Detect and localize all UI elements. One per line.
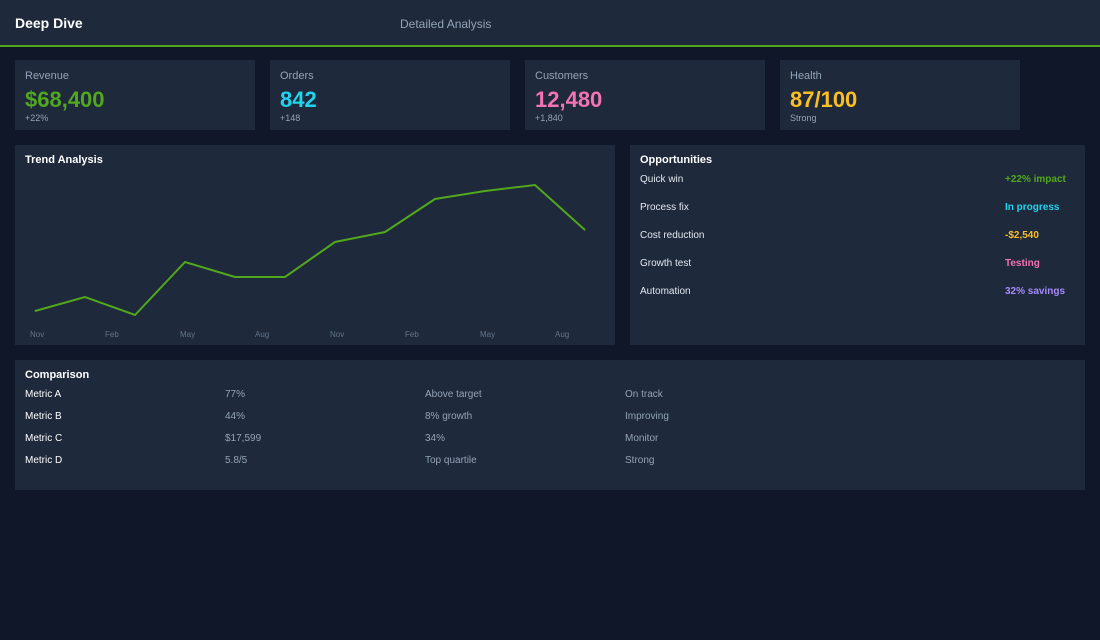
metric-name: Metric C (25, 433, 63, 444)
metric-name: Metric D (25, 455, 63, 466)
opportunity-value: Testing (1005, 258, 1040, 269)
kpi-sub: +1,840 (535, 113, 563, 123)
x-tick-label: May (480, 330, 495, 339)
metric-note: Above target (425, 389, 482, 400)
metric-status: On track (625, 389, 663, 400)
opportunity-name: Cost reduction (640, 230, 705, 241)
comparison-row: Metric A 77% Above target On track (25, 389, 1025, 403)
kpi-sub: +148 (280, 113, 301, 123)
metric-note: 8% growth (425, 411, 473, 422)
kpi-value: 87/100 (790, 87, 858, 112)
metric-name: Metric B (25, 411, 62, 422)
opportunity-item: Quick win +22% impact (640, 174, 1075, 188)
opportunity-value: -$2,540 (1005, 230, 1039, 241)
trend-chart: Nov Feb May Aug Nov Feb May Aug (30, 183, 586, 339)
x-tick-label: May (180, 330, 195, 339)
trend-point (534, 184, 536, 186)
x-tick-label: Nov (30, 330, 44, 339)
header: Deep Dive Detailed Analysis (0, 0, 1100, 47)
metric-note: Top quartile (425, 455, 477, 466)
opportunity-item: Growth test Testing (640, 258, 1075, 272)
kpi-card-revenue: Revenue $68,400 +22% (15, 60, 255, 130)
metric-status: Monitor (625, 433, 659, 444)
trend-point (284, 276, 286, 278)
metric-name: Metric A (25, 389, 62, 400)
kpi-value: 12,480 (535, 87, 603, 112)
opportunity-name: Automation (640, 286, 691, 297)
metric-value: 44% (225, 411, 246, 422)
kpi-card-health: Health 87/100 Strong (780, 60, 1020, 130)
trend-point (484, 190, 486, 192)
trend-point (134, 314, 136, 316)
trend-line (34, 183, 586, 317)
opportunity-item: Cost reduction -$2,540 (640, 230, 1075, 244)
x-tick-label: Feb (405, 330, 419, 339)
trend-point (334, 241, 336, 243)
metric-value: 77% (225, 389, 246, 400)
comparison-row: Metric B 44% 8% growth Improving (25, 411, 1025, 425)
opportunity-item: Automation 32% savings (640, 286, 1075, 300)
kpi-label: Customers (535, 70, 589, 82)
opportunities-title: Opportunities (640, 154, 713, 166)
trend-point (184, 261, 186, 263)
trend-point (384, 231, 386, 233)
kpi-value: 842 (280, 87, 317, 112)
x-tick-label: Nov (330, 330, 344, 339)
app-title: Deep Dive (15, 15, 83, 31)
trend-point (434, 198, 436, 200)
kpi-sub: Strong (790, 113, 817, 123)
metric-status: Strong (625, 455, 655, 466)
x-tick-label: Aug (255, 330, 269, 339)
metric-value: 5.8/5 (225, 455, 248, 466)
kpi-label: Revenue (25, 70, 70, 82)
page-subtitle: Detailed Analysis (400, 17, 492, 31)
kpi-card-orders: Orders 842 +148 (270, 60, 510, 130)
metric-status: Improving (625, 411, 669, 422)
comparison-title: Comparison (25, 369, 90, 381)
trend-point (84, 296, 86, 298)
x-tick-label: Aug (555, 330, 569, 339)
kpi-label: Orders (280, 70, 314, 82)
trend-point (34, 310, 36, 312)
opportunity-value: In progress (1005, 202, 1060, 213)
trend-panel: Trend Analysis Nov Feb May Aug Nov Feb May Aug (15, 145, 615, 345)
comparison-panel: Comparison Metric A 77% Above target On … (15, 360, 1085, 490)
opportunity-name: Quick win (640, 174, 684, 185)
kpi-value: $68,400 (25, 87, 105, 112)
kpi-label: Health (790, 70, 822, 82)
trend-point (584, 229, 586, 231)
kpi-sub: +22% (25, 113, 49, 123)
opportunity-value: 32% savings (1005, 286, 1066, 297)
kpi-card-customers: Customers 12,480 +1,840 (525, 60, 765, 130)
metric-note: 34% (425, 433, 446, 444)
opportunity-item: Process fix In progress (640, 202, 1075, 216)
trend-title: Trend Analysis (25, 154, 103, 166)
opportunity-name: Growth test (640, 258, 692, 269)
trend-point (234, 276, 236, 278)
comparison-row: Metric D 5.8/5 Top quartile Strong (25, 455, 1025, 469)
opportunity-name: Process fix (640, 202, 689, 213)
opportunity-value: +22% impact (1005, 174, 1066, 185)
metric-value: $17,599 (225, 433, 262, 444)
comparison-row: Metric C $17,599 34% Monitor (25, 433, 1025, 447)
x-tick-label: Feb (105, 330, 119, 339)
opportunities-panel: Opportunities Quick win +22% impact Proce… (630, 145, 1085, 345)
